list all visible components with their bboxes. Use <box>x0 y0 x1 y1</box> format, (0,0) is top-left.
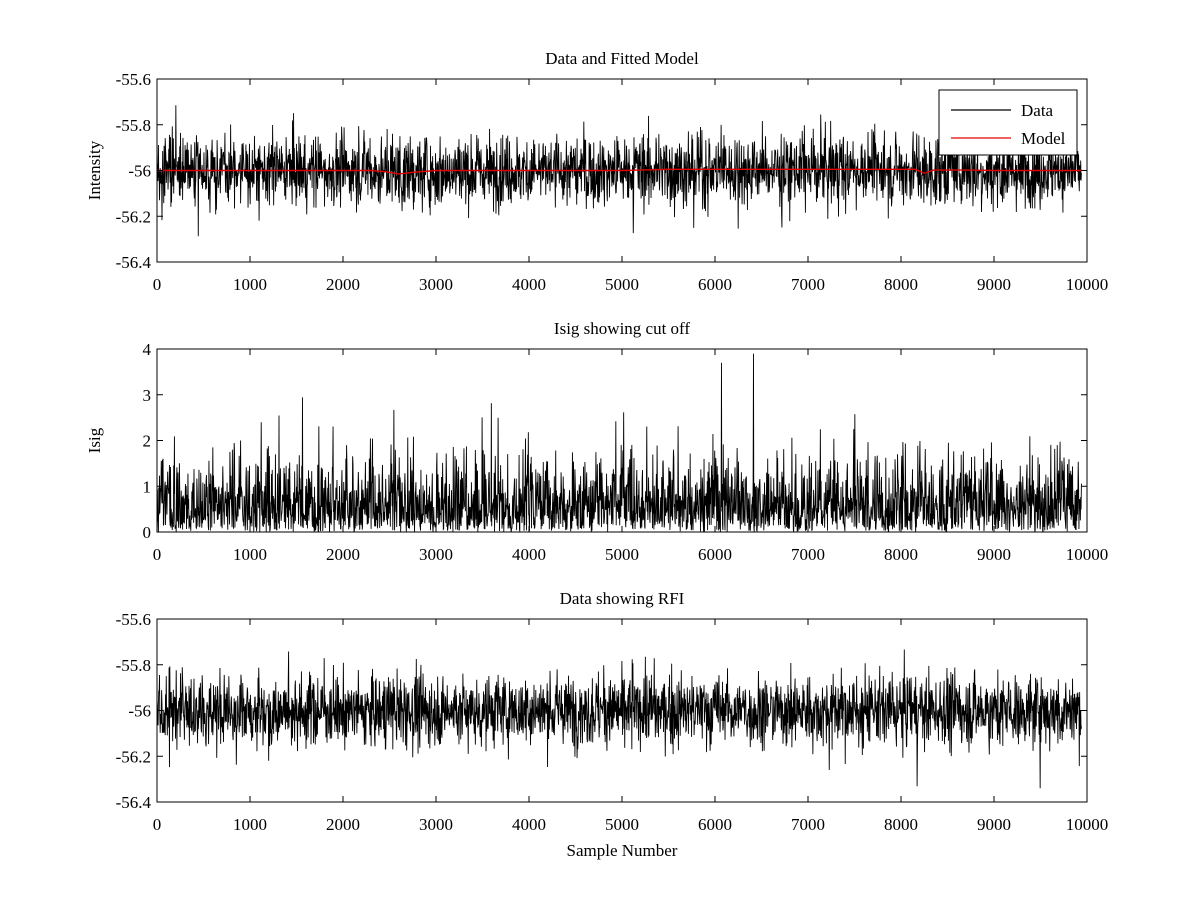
x-tick-label: 2000 <box>326 275 360 294</box>
x-tick-label: 2000 <box>326 545 360 564</box>
y-tick-label: 2 <box>143 432 152 451</box>
subplot-3: 0 1000 2000 3000 4000 5000 6000 7000 8000 9000 100… <box>116 589 1109 860</box>
plot-title: Data and Fitted Model <box>545 49 699 68</box>
x-tick-label: 9000 <box>977 545 1011 564</box>
y-tick-label: -56.4 <box>116 253 152 272</box>
y-tick-label: -56.4 <box>116 793 152 812</box>
x-tick-label: 10000 <box>1066 545 1109 564</box>
x-tick-label: 8000 <box>884 275 918 294</box>
x-tick-label: 4000 <box>512 545 546 564</box>
x-tick-label: 10000 <box>1066 815 1109 834</box>
y-tick-label: -55.8 <box>116 116 151 135</box>
plot-title: Isig showing cut off <box>554 319 690 338</box>
x-tick-label: 0 <box>153 545 162 564</box>
x-tick-label: 7000 <box>791 545 825 564</box>
x-tick-label: 8000 <box>884 545 918 564</box>
x-tick-label: 6000 <box>698 545 732 564</box>
x-tick-label: 4000 <box>512 275 546 294</box>
y-tick-label: -56.2 <box>116 747 151 766</box>
y-tick-label: -55.6 <box>116 610 151 629</box>
y-tick-label: -56 <box>128 162 151 181</box>
subplot-1: 0 1000 2000 3000 4000 5000 6000 7000 8000 9000 100… <box>85 49 1108 294</box>
x-tick-label: 3000 <box>419 815 453 834</box>
x-tick-label: 5000 <box>605 275 639 294</box>
y-axis-label: Isig <box>85 427 104 453</box>
x-tick-label: 3000 <box>419 545 453 564</box>
x-tick-label: 7000 <box>791 275 825 294</box>
y-tick-label: -55.8 <box>116 656 151 675</box>
series-isig-line <box>157 353 1082 532</box>
y-tick-label: -56 <box>128 702 151 721</box>
x-tick-label: 9000 <box>977 815 1011 834</box>
series-data-line <box>157 649 1082 789</box>
x-tick-label: 7000 <box>791 815 825 834</box>
legend-label-data: Data <box>1021 101 1054 120</box>
x-tick-label: 5000 <box>605 545 639 564</box>
y-tick-label: 1 <box>143 477 152 496</box>
x-tick-label: 9000 <box>977 275 1011 294</box>
x-tick-label: 0 <box>153 815 162 834</box>
x-tick-label: 6000 <box>698 815 732 834</box>
legend: Data Model <box>938 89 1078 156</box>
x-tick-label: 5000 <box>605 815 639 834</box>
y-tick-label: -55.6 <box>116 70 151 89</box>
series-data-line <box>157 90 1082 237</box>
x-tick-label: 2000 <box>326 815 360 834</box>
y-axis-label: Intensity <box>85 140 104 200</box>
x-axis-label: Sample Number <box>567 841 678 860</box>
x-tick-label: 1000 <box>233 275 267 294</box>
legend-box <box>938 89 1078 156</box>
x-tick-label: 4000 <box>512 815 546 834</box>
subplot-2: 0 1000 2000 3000 4000 5000 6000 7000 8000 9000 100… <box>85 319 1108 564</box>
x-tick-label: 8000 <box>884 815 918 834</box>
x-tick-label: 6000 <box>698 275 732 294</box>
y-tick-label: 4 <box>143 340 152 359</box>
x-tick-label: 1000 <box>233 815 267 834</box>
x-tick-label: 0 <box>153 275 162 294</box>
x-tick-label: 3000 <box>419 275 453 294</box>
legend-label-model: Model <box>1021 129 1066 148</box>
plot-title: Data showing RFI <box>560 589 685 608</box>
x-tick-label: 1000 <box>233 545 267 564</box>
x-tick-label: 10000 <box>1066 275 1109 294</box>
y-tick-label: 3 <box>143 386 152 405</box>
y-tick-label: 0 <box>143 523 152 542</box>
y-tick-label: -56.2 <box>116 207 151 226</box>
series-model-line <box>157 168 1082 175</box>
